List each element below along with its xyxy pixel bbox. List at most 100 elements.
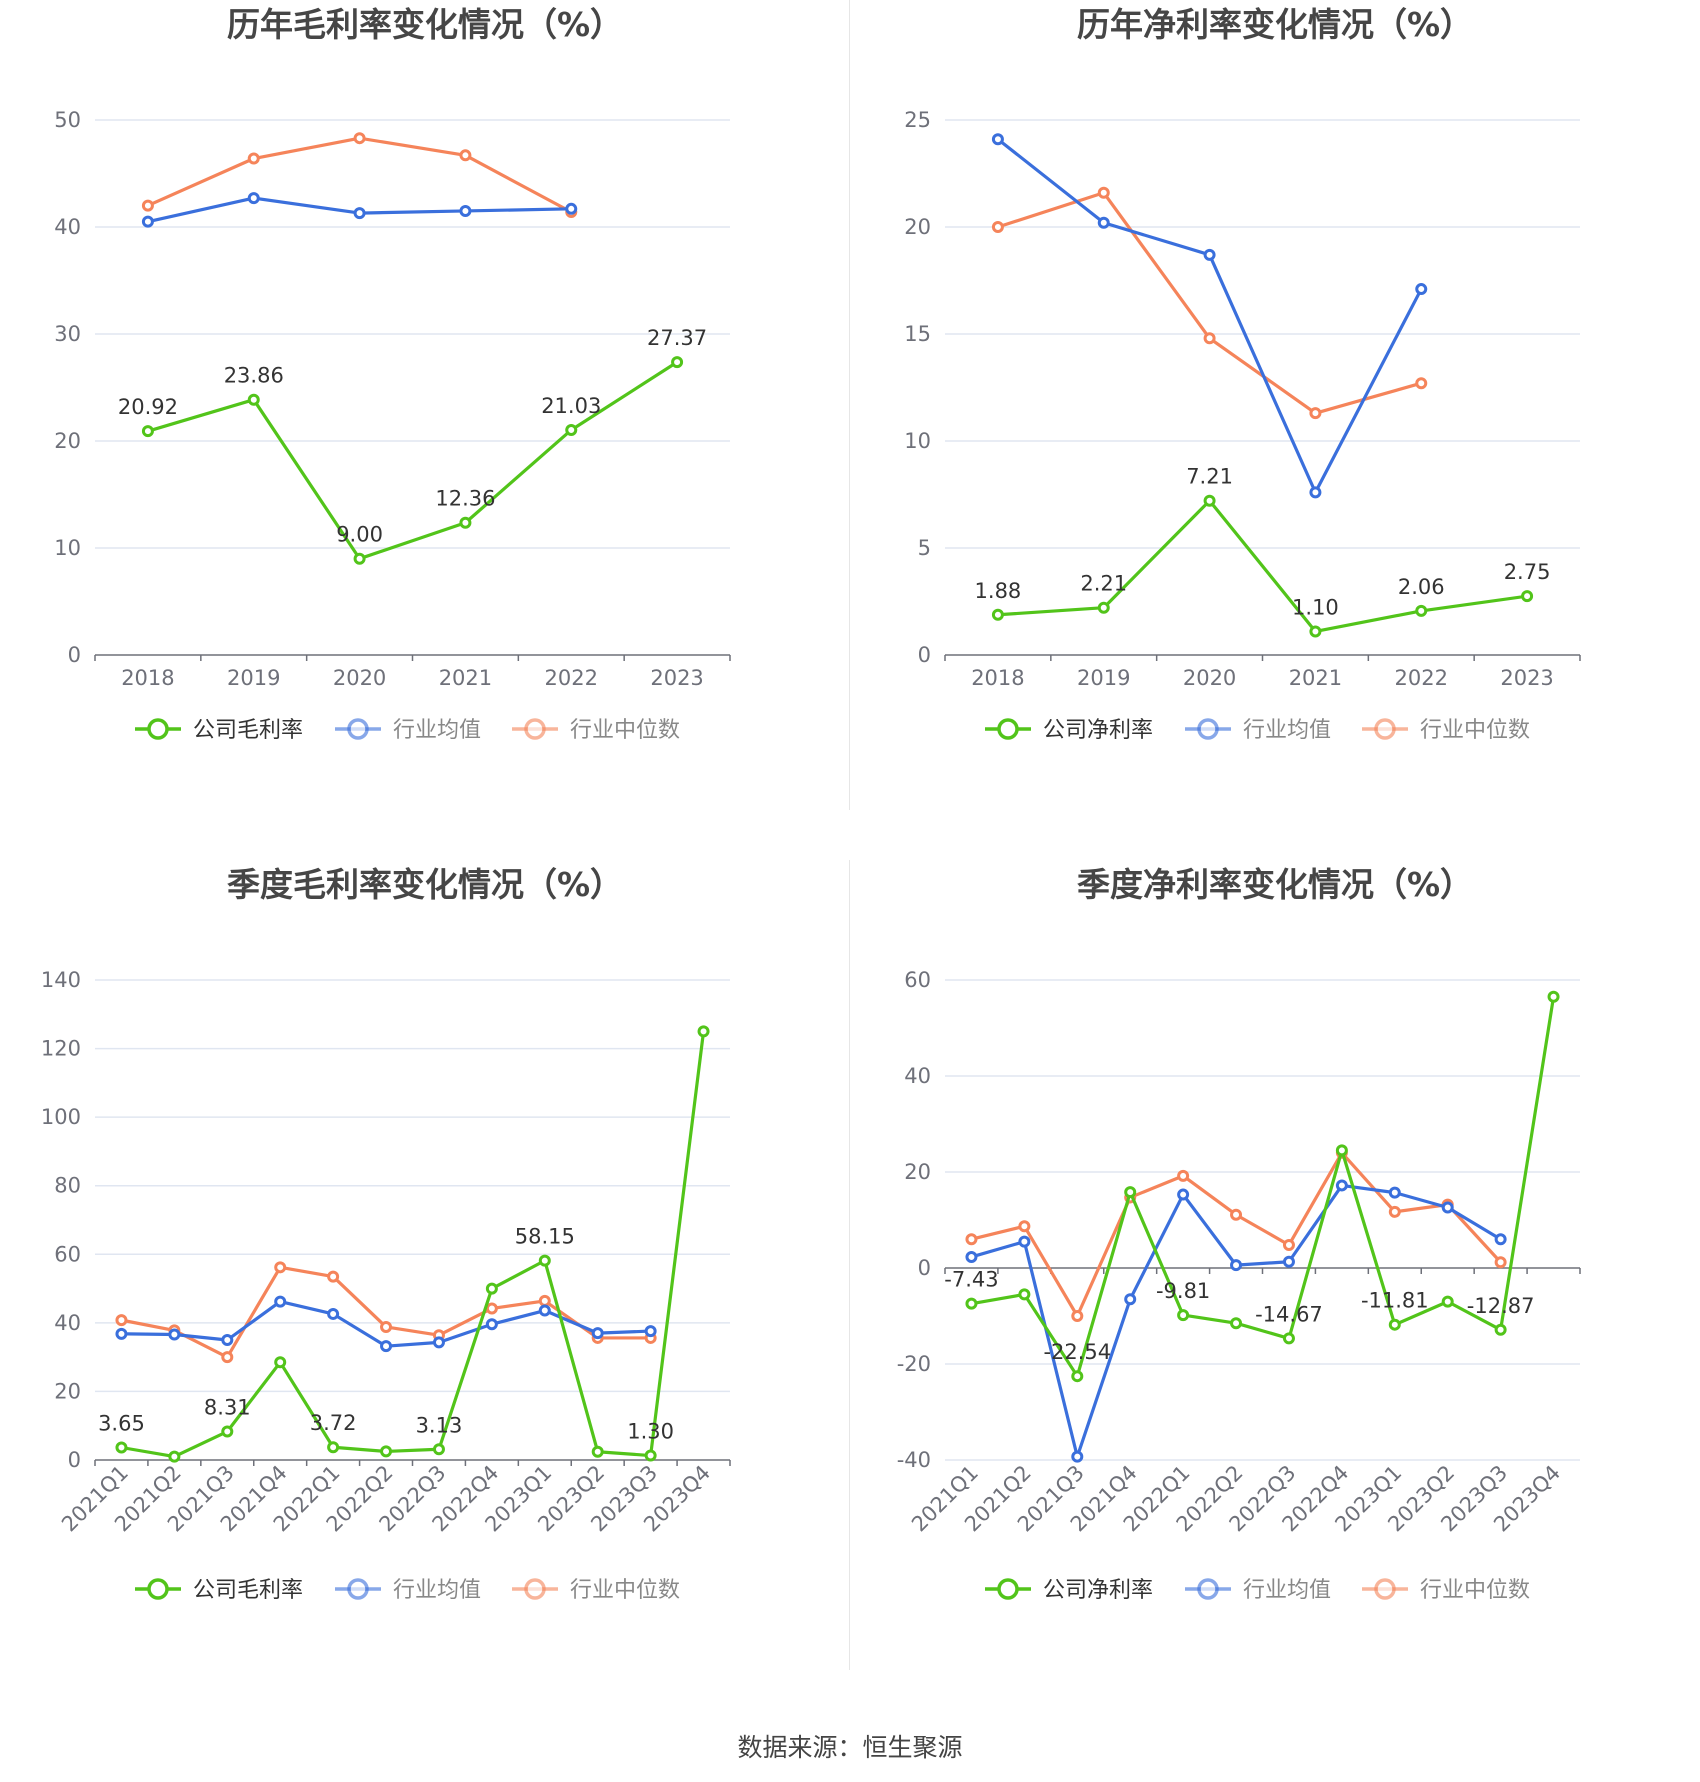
data-point-median [538, 1294, 551, 1307]
data-point-avg [1415, 283, 1428, 296]
legend-label-company: 公司毛利率 [193, 718, 303, 743]
data-point-company [1415, 604, 1428, 617]
series-line-company [147, 360, 678, 561]
legend-label-avg: 行业均值 [393, 1578, 481, 1603]
quarterly-net-margin-chart: 季度净利率变化情况（%）-40-2002040602021Q12021Q2202… [897, 865, 1581, 1603]
x-tick-label: 2019 [1077, 666, 1130, 690]
data-point-median [1282, 1238, 1295, 1251]
data-point-avg [1203, 248, 1216, 261]
series-line-median [147, 136, 573, 214]
data-point-company [1230, 1317, 1243, 1330]
data-label: 2.06 [1398, 575, 1445, 599]
data-point-avg [115, 1327, 128, 1340]
data-point-company [965, 1297, 978, 1310]
y-tick-label: 40 [904, 1064, 931, 1088]
y-tick-label: -40 [897, 1448, 931, 1472]
data-point-company [1521, 590, 1534, 603]
data-point-company [353, 552, 366, 565]
legend-label-avg: 行业均值 [1243, 718, 1331, 743]
data-point-median [1494, 1256, 1507, 1269]
chart-title: 历年毛利率变化情况（%） [227, 5, 623, 44]
data-label: -14.67 [1255, 1302, 1323, 1326]
x-tick-label: 2018 [971, 666, 1024, 690]
data-point-company [1494, 1323, 1507, 1336]
legend-label-company: 公司净利率 [1043, 718, 1153, 743]
quarterly-gross-margin-chart: 季度毛利率变化情况（%）0204060801001201402021Q12021… [41, 865, 731, 1603]
legend-marker-company [147, 718, 169, 740]
data-point-median [1415, 377, 1428, 390]
data-point-avg [274, 1295, 287, 1308]
legend-marker-median [524, 1578, 546, 1600]
x-tick-label: 2021 [439, 666, 492, 690]
y-tick-label: 20 [54, 429, 81, 453]
data-point-median [485, 1302, 498, 1315]
data-point-avg [432, 1336, 445, 1349]
data-point-avg [644, 1325, 657, 1338]
y-tick-label: 100 [41, 1105, 81, 1129]
data-point-avg [1309, 486, 1322, 499]
data-point-median [1071, 1310, 1084, 1322]
data-point-avg [591, 1327, 604, 1340]
data-point-avg [327, 1307, 340, 1320]
y-tick-label: 80 [54, 1174, 81, 1198]
data-point-avg [1494, 1233, 1507, 1246]
data-point-avg [965, 1250, 978, 1263]
vertical-divider-bottom [849, 860, 850, 1670]
chart-title: 季度毛利率变化情况（%） [227, 865, 623, 904]
y-tick-label: 20 [54, 1379, 81, 1403]
chart-title: 季度净利率变化情况（%） [1077, 865, 1473, 904]
data-label: 21.03 [541, 394, 601, 418]
data-point-median [327, 1270, 340, 1283]
data-point-median [1203, 332, 1216, 345]
data-label: 1.30 [627, 1420, 674, 1444]
y-tick-label: 40 [54, 215, 81, 239]
series-line-company [971, 996, 1556, 1378]
data-point-median [459, 149, 472, 162]
data-label: 2.21 [1080, 572, 1127, 596]
y-tick-label: 40 [54, 1311, 81, 1335]
x-tick-label: 2020 [333, 666, 386, 690]
data-point-avg [380, 1340, 393, 1353]
data-point-avg [141, 215, 154, 228]
annual-gross-margin-panel: 历年毛利率变化情况（%） 0 10 20 30 40 50 2018 2019 2020 2021 2… [0, 0, 850, 860]
data-label: 8.31 [204, 1396, 251, 1420]
data-point-avg [485, 1318, 498, 1331]
data-label: -11.81 [1361, 1289, 1429, 1313]
y-tick-label: 50 [54, 108, 81, 132]
legend-label-median: 行业中位数 [570, 1578, 680, 1603]
data-point-company [247, 393, 260, 406]
y-tick-label: 10 [54, 536, 81, 560]
data-label: -12.87 [1467, 1294, 1535, 1318]
data-point-median [1388, 1205, 1401, 1218]
legend-marker-company [147, 1578, 169, 1600]
y-tick-label: 20 [904, 1160, 931, 1184]
vertical-divider-top [849, 0, 850, 810]
data-label: 2.75 [1504, 560, 1551, 584]
data-point-avg [459, 204, 472, 217]
y-tick-label: 60 [904, 968, 931, 992]
data-point-company [1282, 1332, 1295, 1345]
data-label: 3.65 [98, 1411, 145, 1435]
legend-label-avg: 行业均值 [1243, 1578, 1331, 1603]
y-tick-label: 0 [68, 643, 81, 667]
data-point-company [485, 1282, 498, 1295]
data-label: 3.13 [416, 1413, 463, 1437]
data-point-median [274, 1261, 287, 1274]
data-point-company [1177, 1309, 1190, 1322]
quarterly-net-margin-panel: 季度净利率变化情况（%） -40 -20 0 20 40 60 2021Q1 2021Q2 202… [850, 860, 1700, 1720]
data-point-company [591, 1445, 604, 1458]
y-tick-label: 25 [904, 108, 931, 132]
series-line-company [121, 1031, 706, 1459]
data-point-company [644, 1449, 657, 1462]
data-point-company [1071, 1370, 1084, 1383]
legend-label-median: 行业中位数 [1420, 1578, 1530, 1603]
y-tick-label: 140 [41, 968, 81, 992]
x-tick-label: 2023 [1500, 666, 1553, 690]
data-point-company [1097, 601, 1110, 614]
data-point-median [1018, 1220, 1031, 1233]
data-label: 23.86 [224, 364, 284, 388]
data-point-company [221, 1425, 234, 1438]
data-point-company [459, 516, 472, 529]
y-tick-label: -20 [897, 1352, 931, 1376]
data-point-company [1335, 1144, 1348, 1157]
